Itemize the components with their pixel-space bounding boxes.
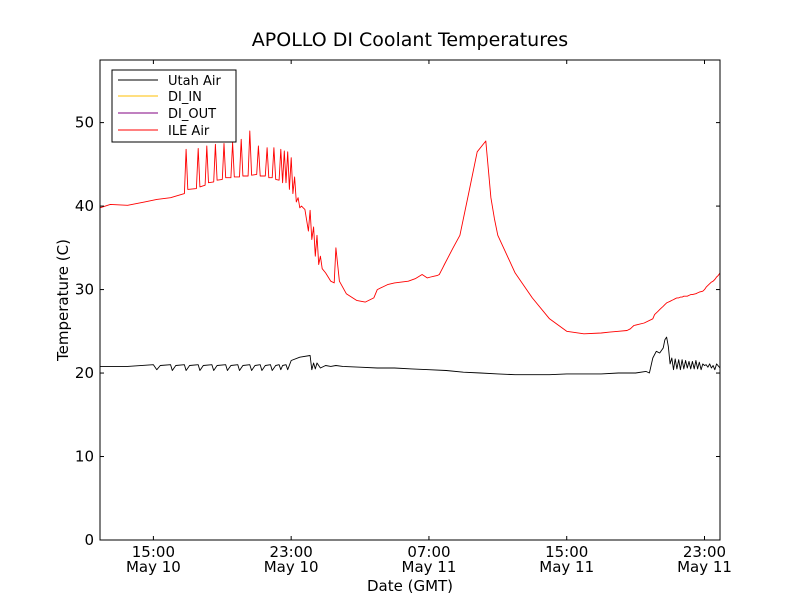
plot-area-frame	[99, 59, 721, 541]
legend-label-ile-air: ILE Air	[168, 124, 210, 139]
y-tick-label-50: 50	[75, 114, 94, 132]
x-tick-date-label-3: May 11	[539, 558, 594, 576]
x-tick-time-label-0: 15:00	[132, 543, 175, 561]
series-line-utah-air	[100, 336, 721, 376]
legend: Utah Air DI_IN DI_OUT ILE Air	[111, 69, 237, 143]
x-tick-date-label-0: May 10	[126, 558, 181, 576]
legend-label-di-out: DI_OUT	[168, 107, 216, 122]
x-axis-label: Date (GMT)	[367, 577, 453, 595]
x-tick-time-label-2: 07:00	[407, 543, 450, 561]
x-tick-time-label-4: 23:00	[683, 543, 726, 561]
x-tick-date-label-1: May 10	[264, 558, 319, 576]
x-tick-date-label-4: May 11	[677, 558, 732, 576]
x-tick-date-label-2: May 11	[402, 558, 457, 576]
y-tick-label-40: 40	[75, 197, 94, 215]
x-tick-time-label-1: 23:00	[270, 543, 313, 561]
y-axis-ticks: 0 10 20 30 40 50	[75, 114, 720, 549]
legend-label-di-in: DI_IN	[168, 90, 202, 105]
y-axis-label: Temperature (C)	[54, 239, 72, 362]
series-line-ile-air	[99, 130, 721, 335]
y-tick-label-10: 10	[75, 448, 94, 466]
legend-label-utah-air: Utah Air	[168, 74, 221, 89]
x-tick-time-label-3: 15:00	[545, 543, 588, 561]
y-tick-label-0: 0	[84, 531, 94, 549]
series-layer	[99, 130, 721, 376]
chart-title: APOLLO DI Coolant Temperatures	[252, 29, 568, 51]
y-tick-label-20: 20	[75, 364, 94, 382]
y-tick-label-30: 30	[75, 281, 94, 299]
